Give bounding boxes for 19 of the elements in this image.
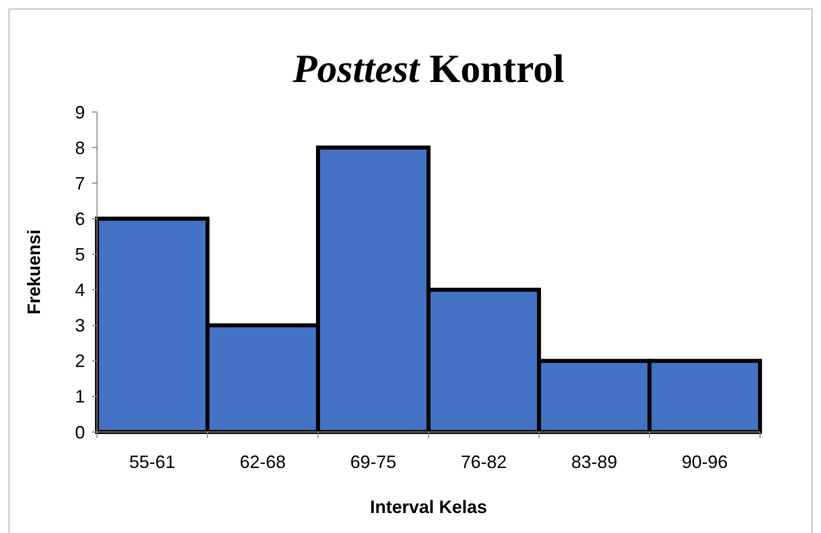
chart-title: Posttest Kontrol [292,46,564,91]
y-tick-label: 4 [74,280,85,300]
y-axis-title: Frekuensi [24,229,44,315]
y-tick-label: 5 [74,244,85,265]
x-tick-label: 69-75 [350,452,396,472]
y-tick-label: 9 [74,102,85,122]
y-tick-label: 0 [74,422,85,442]
x-tick-label: 55-61 [129,452,176,472]
y-tick-label: 3 [74,316,85,336]
x-tick-label: 62-68 [240,452,286,472]
y-tick-label: 7 [74,173,85,194]
y-tick-label: 2 [74,351,85,372]
y-tick-label: 6 [74,208,85,229]
y-tick-label: 1 [74,386,85,407]
x-tick-label: 90-96 [682,452,728,472]
y-tick-label: 8 [74,138,85,158]
x-tick-label: 76-82 [460,452,507,472]
x-axis-title: Interval Kelas [370,497,488,517]
x-tick-label: 83-89 [571,452,618,472]
